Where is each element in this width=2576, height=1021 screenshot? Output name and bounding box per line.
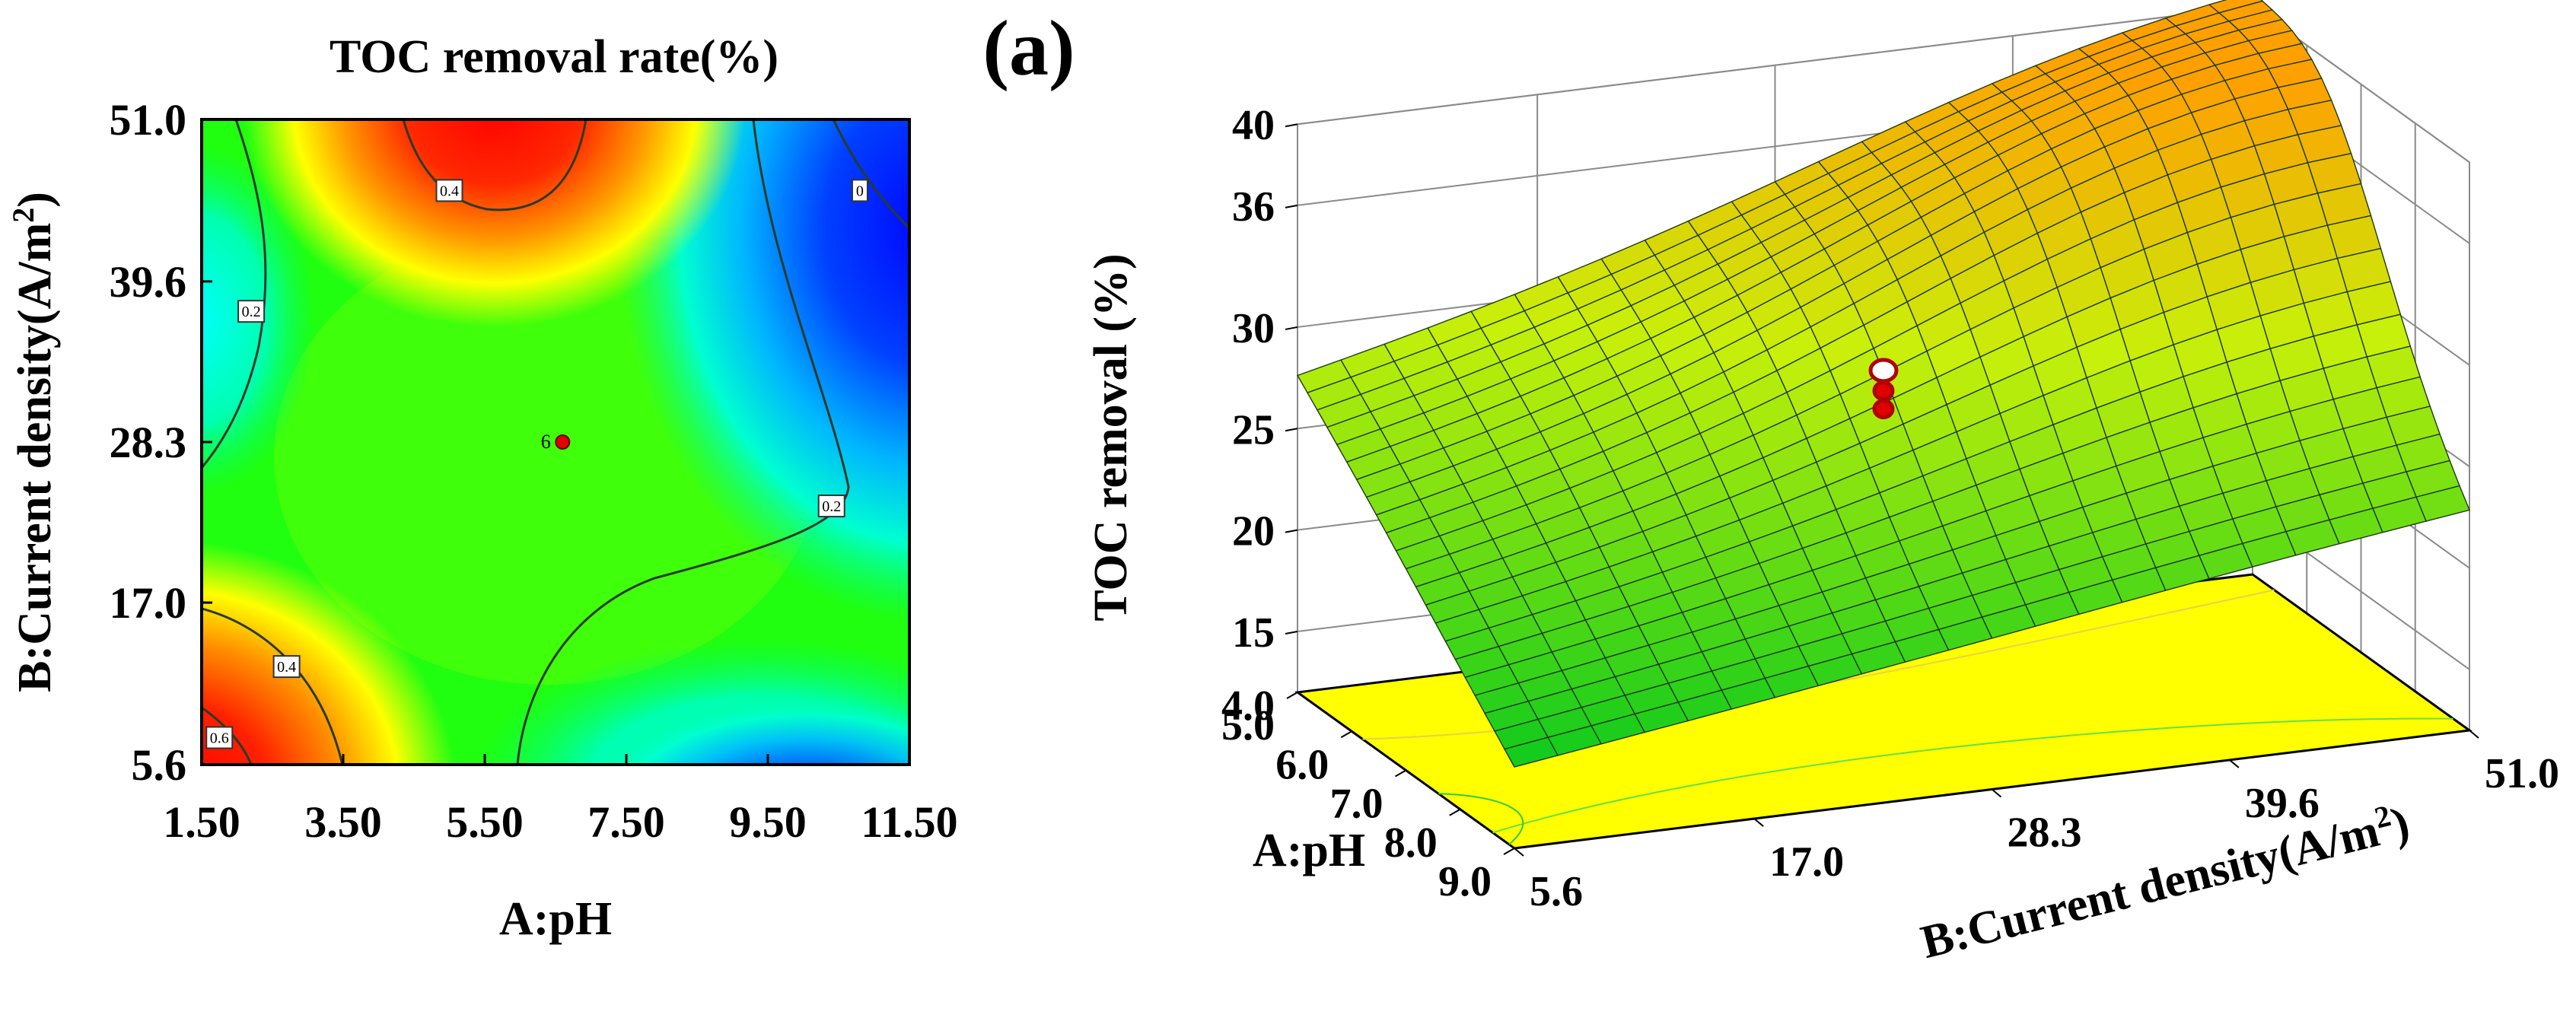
surface-y-tick-label: 17.0 — [1769, 838, 1844, 886]
contour-label: 0 — [856, 183, 864, 199]
surface-x-tick-label: 6.0 — [1275, 741, 1329, 788]
surface-z-tick-label: 20 — [1232, 508, 1275, 555]
surface-z-tick-label: 40 — [1232, 102, 1275, 149]
contour-field-cyan-bottom — [474, 639, 909, 765]
contour-field-red-bottom — [202, 542, 455, 765]
contour-x-tick-label: 3.50 — [304, 797, 382, 847]
surface-design-point — [1868, 358, 1899, 383]
surface-x-tick-mark — [1503, 848, 1515, 855]
contour-line-02-right — [516, 119, 850, 765]
surface-x-tick-label: 5.0 — [1221, 702, 1275, 749]
contour-x-tick-label: 1.50 — [163, 797, 240, 847]
contour-label: 0.2 — [242, 304, 261, 320]
contour-y-ticks: 5.6 17.0 28.3 39.6 51.0 — [110, 95, 212, 790]
surface-x-tick-mark — [1286, 692, 1298, 699]
surface-y-tick-mark — [2229, 759, 2240, 768]
surface-y-tick-label: 28.3 — [2008, 809, 2082, 857]
surface-y-axis-label: B:Current density(A/m2) — [1915, 794, 2415, 969]
contour-field-red-top — [244, 119, 746, 327]
surface-y-tick-mark — [1991, 788, 2002, 798]
contour-x-tick-label: 7.50 — [587, 797, 665, 847]
surface-facet — [1503, 736, 1559, 768]
contour-title: TOC removal rate(%) — [330, 31, 779, 83]
surface-x-axis-label: A:pH — [1253, 825, 1365, 876]
surface-design-point — [1872, 399, 1895, 420]
surface-z-tick-mark — [1285, 428, 1298, 432]
surface-x-tick-label: 9.0 — [1438, 858, 1492, 905]
contour-label: 0.4 — [277, 659, 296, 676]
contour-line-04-top — [402, 119, 587, 212]
floor-plane — [1294, 573, 2473, 850]
surface-x-tick-mark — [1395, 769, 1406, 778]
contour-x-tick-label: 5.50 — [446, 797, 524, 847]
surface-y-tick-label: 51.0 — [2485, 750, 2559, 797]
surface-design-point — [1872, 380, 1895, 402]
contour-x-tick-label: 9.50 — [729, 797, 807, 847]
contour-label-box — [435, 179, 463, 202]
contour-line-0-top — [832, 119, 909, 230]
contour-label-box — [851, 179, 868, 202]
surface-y-tick-label: 5.6 — [1530, 868, 1583, 915]
surface-z-tick-mark — [1285, 204, 1298, 208]
contour-x-axis-label: A:pH — [499, 893, 612, 945]
contour-y-axis-label: B:Current density(A/m2) — [6, 192, 61, 692]
contour-y-tick-label: 51.0 — [110, 95, 187, 145]
surface-z-tick-label: 15 — [1232, 609, 1275, 657]
surface-z-tick-label: 36 — [1232, 183, 1275, 231]
contour-line-06-bottom — [202, 706, 253, 765]
surface-y-tick-mark — [1753, 818, 1764, 827]
surface-y-tick-label: 39.6 — [2245, 780, 2320, 827]
surface-ticks: 15 20 25 30 36 40 4.05.06.07.08.09.0 5.6 17.0 28.… — [1221, 102, 2559, 915]
contour-line-02-left — [202, 119, 267, 469]
surface-z-tick-label: 30 — [1232, 305, 1275, 352]
surface-y-tick-mark — [1514, 848, 1524, 857]
contour-x-ticks: 1.50 3.50 5.50 7.50 9.50 11.50 — [163, 754, 958, 847]
surface-mesh — [1296, 0, 2470, 768]
contour-field-blue-bottom — [594, 692, 909, 765]
contour-label: 0.2 — [822, 498, 841, 515]
contour-y-tick-label: 17.0 — [110, 578, 187, 628]
surface-x-tick-label: 7.0 — [1330, 781, 1384, 828]
design-point-label: 6 — [541, 431, 551, 453]
contour-chart: TOC removal rate(%) 0.4 0 0.2 0.2 0.4 0.6 6 1… — [6, 31, 958, 945]
contour-label: 0.4 — [440, 183, 459, 199]
contour-label-box — [817, 495, 845, 518]
contour-x-tick-label: 11.50 — [861, 797, 957, 847]
contour-label-box — [205, 726, 234, 749]
panel-label: (a) — [982, 5, 1075, 92]
surface-x-tick-mark — [1340, 730, 1352, 739]
surface-chart: 15 20 25 30 36 40 4.05.06.07.08.09.0 5.6 17.0 28.… — [1085, 0, 2559, 969]
contour-y-tick-label: 5.6 — [132, 740, 187, 790]
surface-design-points — [1868, 358, 1899, 420]
contour-label-box — [237, 300, 266, 323]
surface-x-tick-label: 8.0 — [1384, 819, 1438, 867]
surface-z-axis-label: TOC removal (%) — [1085, 253, 1137, 621]
surface-y-tick-mark — [2469, 730, 2479, 739]
contour-plot-area — [202, 119, 909, 765]
surface-z-tick-label: 25 — [1232, 406, 1275, 453]
contour-y-tick-label: 39.6 — [110, 257, 187, 307]
surface-z-tick-mark — [1285, 631, 1298, 635]
surface-z-tick-mark — [1285, 326, 1298, 330]
contour-label: 0.6 — [210, 730, 229, 747]
design-point-marker — [555, 434, 571, 450]
contour-label-group: 0.4 0 0.2 0.2 0.4 0.6 — [205, 179, 868, 749]
surface-z-tick-mark — [1285, 529, 1298, 533]
floor-contour — [1492, 717, 2453, 834]
contour-y-tick-label: 28.3 — [110, 418, 187, 467]
surface-floor-label: 4.0 — [1221, 682, 1275, 730]
design-point-group: 6 — [541, 431, 571, 453]
contour-label-box — [272, 655, 301, 679]
floor-contour — [1438, 793, 1524, 845]
surface-z-tick-mark — [1285, 123, 1298, 128]
surface-x-tick-mark — [1449, 808, 1461, 816]
